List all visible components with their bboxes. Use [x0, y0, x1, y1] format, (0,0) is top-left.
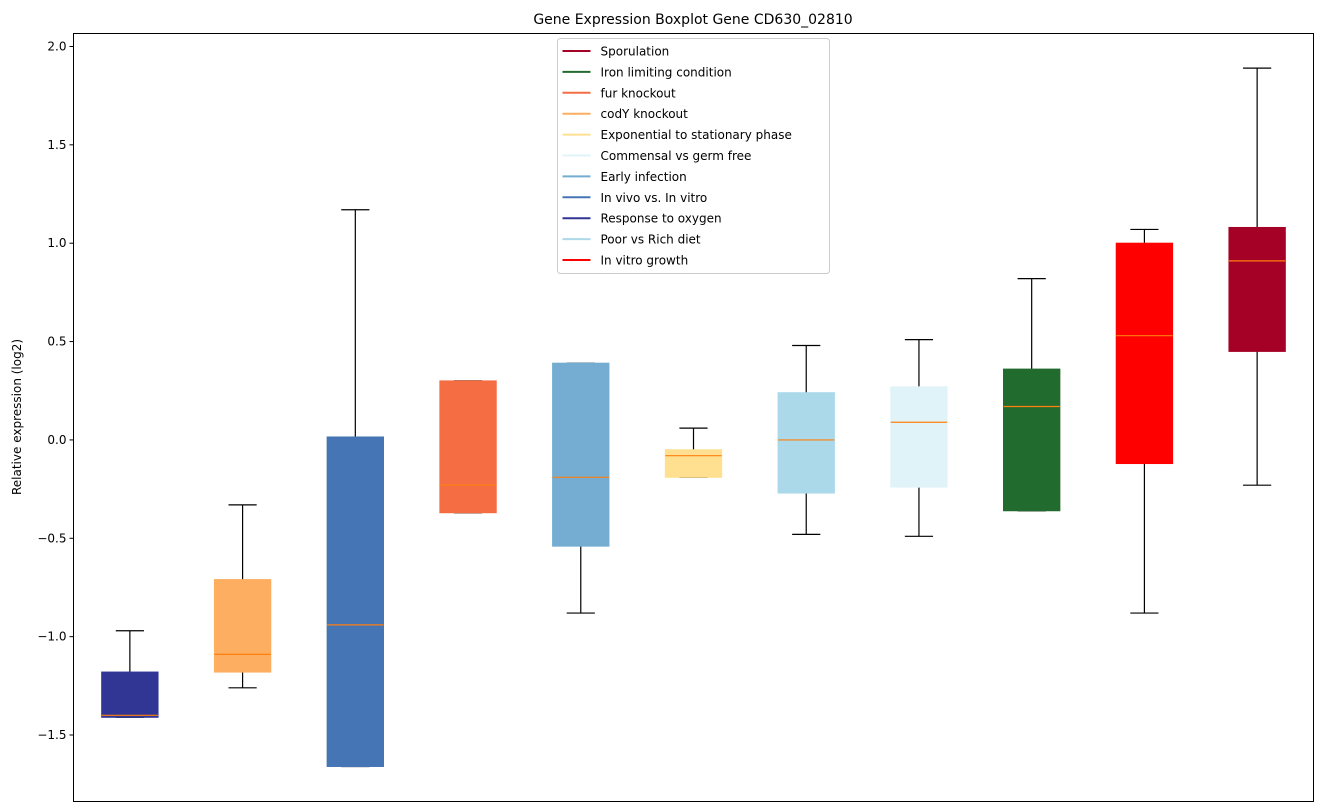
y-tick-label: −1.0 [37, 630, 66, 644]
legend-item: Response to oxygen [562, 212, 722, 226]
box-poor-vs-rich-diet [777, 344, 835, 535]
box-response-to-oxygen [101, 630, 159, 718]
legend-item: fur knockout [562, 86, 677, 100]
legend-label: fur knockout [601, 86, 677, 100]
legend-item: Iron limiting condition [562, 65, 732, 79]
y-tick-label: 1.0 [47, 236, 66, 250]
box-body [552, 362, 610, 547]
legend-item: Commensal vs germ free [562, 149, 752, 163]
legend-label: Exponential to stationary phase [601, 128, 792, 142]
legend-label: Commensal vs germ free [601, 149, 752, 163]
box-body [890, 386, 948, 488]
legend-label: Poor vs Rich diet [601, 233, 701, 247]
box-body [439, 380, 497, 514]
y-tick-label: 0.0 [47, 433, 66, 447]
box-commensal-vs-germ-free [890, 338, 948, 537]
box-in-vitro-growth [1115, 228, 1174, 614]
legend-label: In vivo vs. In vitro [601, 191, 708, 205]
y-tick-label: −1.5 [37, 728, 66, 742]
box-body [777, 392, 835, 494]
legend-label: Response to oxygen [601, 212, 722, 226]
box-fur-knockout [439, 380, 497, 514]
legend-label: Sporulation [601, 45, 670, 59]
legend-label: Iron limiting condition [601, 65, 732, 79]
box-sporulation [1228, 67, 1286, 486]
legend-item: Sporulation [562, 45, 670, 59]
plot-frame [73, 33, 1314, 802]
legend-frame [557, 38, 830, 274]
box-exponential-to-stationary-phase [664, 427, 723, 478]
y-axis: −1.5 −1.0 −0.5 0.0 0.5 1.0 1.5 2.0 [37, 39, 74, 742]
legend-item: In vivo vs. In vitro [562, 191, 708, 205]
box-body [101, 671, 159, 718]
box-iron-limiting-condition [1003, 278, 1061, 512]
legend-label: In vitro growth [601, 254, 689, 268]
legend: Sporulation Iron limiting condition fur kn… [557, 38, 830, 274]
legend-item: In vitro growth [562, 254, 689, 268]
box-body [1115, 242, 1174, 465]
legend-label: Early infection [601, 170, 687, 184]
y-tick-label: −0.5 [37, 531, 66, 545]
box-body [1228, 226, 1286, 352]
y-tick-label: 1.5 [47, 138, 66, 152]
box-cody-knockout [213, 504, 272, 689]
boxes [101, 67, 1286, 768]
legend-item: Early infection [562, 170, 687, 184]
box-body [326, 436, 384, 767]
y-tick-label: 2.0 [47, 39, 66, 53]
box-body [664, 449, 723, 478]
box-early-infection [552, 362, 610, 614]
chart-title: Gene Expression Boxplot Gene CD630_02810 [533, 12, 852, 28]
y-tick-label: 0.5 [47, 335, 66, 349]
box-body [1003, 368, 1061, 512]
legend-item: codY knockout [562, 107, 689, 121]
box-in-vivo-vs-in-vitro [326, 209, 384, 768]
box-body [213, 579, 272, 673]
legend-item: Poor vs Rich diet [562, 233, 701, 247]
legend-item: Exponential to stationary phase [562, 128, 792, 142]
y-axis-label: Relative expression (log2) [10, 339, 24, 495]
legend-label: codY knockout [601, 107, 689, 121]
